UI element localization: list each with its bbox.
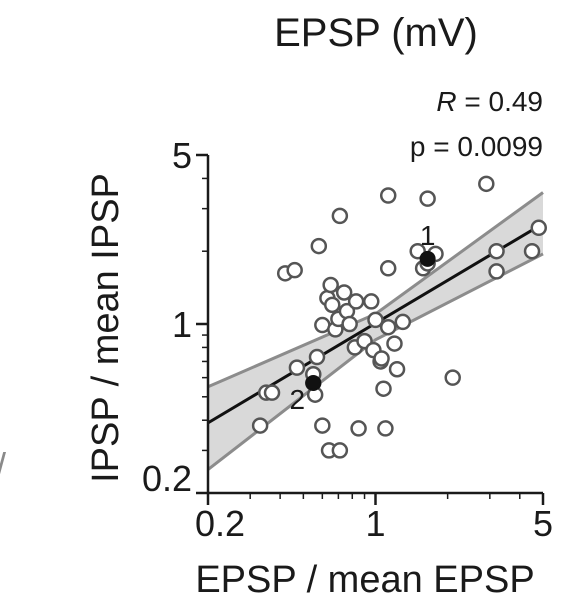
highlighted-point [419, 250, 436, 267]
x-axis-label: EPSP / mean EPSP [195, 559, 534, 601]
data-point [419, 190, 436, 207]
data-point [331, 442, 349, 459]
y-ticks: 0.2 1 5 [142, 135, 208, 499]
data-point [373, 350, 390, 367]
r-value: = 0.49 [457, 86, 543, 117]
y-tick-label: 0.2 [142, 458, 192, 499]
data-point [251, 417, 269, 434]
data-point [288, 359, 306, 376]
data-point [379, 187, 397, 204]
y-tick-label: 1 [172, 304, 192, 345]
data-point [386, 335, 403, 352]
data-point [530, 219, 548, 237]
data-point [375, 380, 392, 397]
data-point [263, 384, 281, 401]
data-point [488, 242, 505, 260]
data-point [322, 276, 339, 294]
data-point [367, 311, 384, 329]
plot-area: 12 [207, 175, 548, 471]
data-point [314, 417, 331, 434]
x-tick-label: 1 [365, 503, 385, 544]
chart-title: EPSP (mV) [274, 11, 478, 55]
data-point [488, 263, 505, 280]
data-point [444, 369, 461, 386]
confidence-band [208, 192, 543, 470]
data-point [310, 237, 328, 255]
data-point [363, 293, 380, 310]
x-ticks: 0.2 1 5 [195, 493, 553, 544]
y-axis-label: IPSP / mean IPSP [85, 173, 127, 483]
data-point [331, 207, 349, 225]
r-statistic: R = 0.49 [436, 86, 543, 117]
x-tick-label: 5 [533, 503, 553, 544]
data-point [341, 315, 358, 333]
data-point [335, 284, 353, 301]
cropped-glyph: / [0, 445, 6, 486]
data-point [379, 260, 397, 277]
axes: 0.2 1 5 0.2 1 5 [142, 135, 553, 544]
data-point [394, 313, 412, 331]
data-point [347, 293, 365, 310]
data-point [478, 175, 495, 193]
data-point [377, 420, 394, 437]
data-point [350, 420, 367, 437]
data-points [251, 175, 548, 459]
data-point [286, 261, 303, 279]
x-tick-label: 0.2 [195, 503, 245, 544]
point-labels: 12 [289, 220, 435, 415]
data-point [379, 318, 397, 336]
data-point [388, 360, 406, 378]
point-number-label: 2 [289, 384, 305, 415]
data-point [308, 348, 326, 366]
r-symbol: R [436, 86, 456, 117]
point-number-label: 1 [420, 220, 436, 251]
y-tick-label: 5 [172, 135, 192, 176]
data-point [523, 242, 541, 260]
highlighted-point [305, 375, 322, 392]
p-value: p = 0.0099 [410, 131, 543, 162]
data-point [324, 296, 341, 314]
